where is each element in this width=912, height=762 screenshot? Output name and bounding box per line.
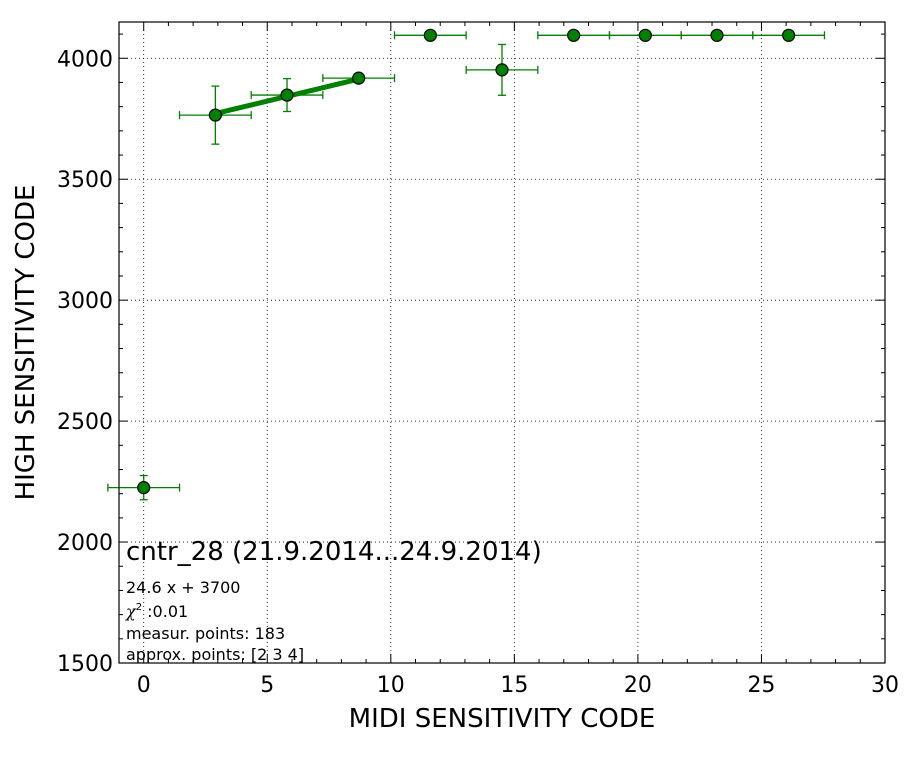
x-axis-label: MIDI SENSITIVITY CODE: [349, 704, 656, 734]
data-point: [638, 28, 652, 42]
chi-squared: χ2 :0.01: [125, 602, 188, 621]
grid: [119, 22, 885, 663]
y-tick-label: 4000: [57, 47, 113, 72]
data-point: [423, 28, 437, 42]
data-point: [280, 88, 294, 102]
x-tick-label: 15: [500, 673, 528, 698]
chi-exponent: 2: [136, 602, 142, 613]
y-tick-label: 3000: [57, 289, 113, 314]
chi-value: :0.01: [142, 602, 188, 621]
annotation-block: cntr_28 (21.9.2014...24.9.2014) 24.6 x +…: [125, 537, 542, 664]
data-point: [782, 28, 796, 42]
annotation-title: cntr_28 (21.9.2014...24.9.2014): [126, 537, 542, 567]
x-tick-label: 30: [871, 673, 899, 698]
x-tick-label: 10: [377, 673, 405, 698]
data-point: [137, 481, 151, 495]
y-tick-label: 2000: [57, 531, 113, 556]
x-tick-label: 0: [137, 673, 151, 698]
y-tick-label: 2500: [57, 410, 113, 435]
approx-points: approx. points: [2 3 4]: [126, 645, 304, 664]
data-point: [567, 28, 581, 42]
data-point: [495, 63, 509, 77]
fit-equation: 24.6 x + 3700: [126, 578, 240, 597]
y-axis-label: HIGH SENSITIVITY CODE: [11, 185, 41, 501]
x-tick-label: 5: [260, 673, 274, 698]
x-tick-label: 25: [747, 673, 775, 698]
tick-labels: 0 5 10 15 20 25 30 1500 2000 2500 3000 3500 4000: [57, 47, 899, 698]
data-points: [137, 28, 796, 495]
data-point: [710, 28, 724, 42]
chi-symbol: χ: [125, 602, 137, 621]
x-tick-label: 20: [624, 673, 652, 698]
data-point: [208, 108, 222, 122]
plot-frame: [118, 21, 886, 664]
y-tick-label: 3500: [57, 168, 113, 193]
ticks: [118, 22, 886, 664]
y-tick-label: 1500: [57, 652, 113, 677]
data-point: [352, 71, 366, 85]
measurement-points: measur. points: 183: [126, 624, 285, 643]
